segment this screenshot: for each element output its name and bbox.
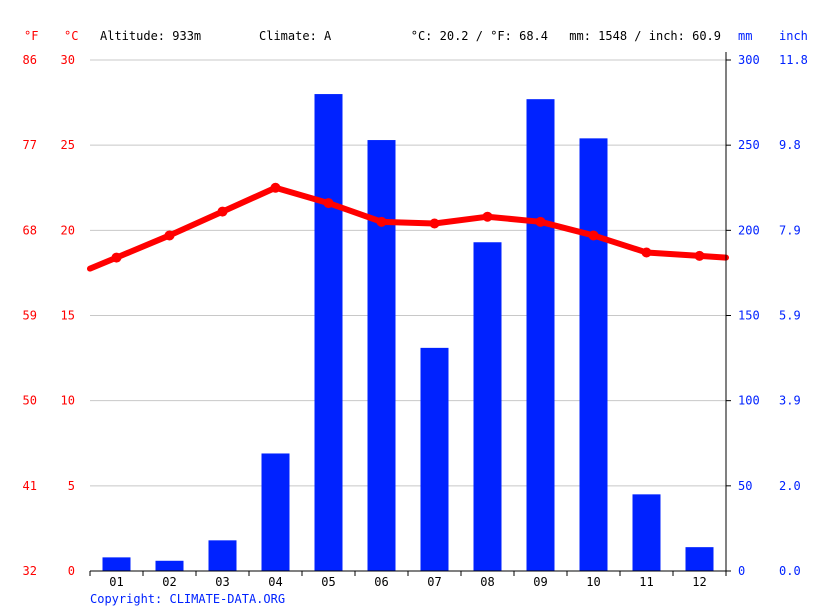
tick-label-f: 68 xyxy=(23,223,37,237)
precip-bar xyxy=(579,138,608,571)
tick-label-mm: 150 xyxy=(738,309,760,323)
precip-bar xyxy=(208,540,237,571)
month-label: 10 xyxy=(586,575,600,589)
unit-c-label: °C xyxy=(64,29,78,43)
precip-bar xyxy=(155,560,184,571)
tick-label-f: 41 xyxy=(23,479,37,493)
tick-label-mm: 100 xyxy=(738,394,760,408)
precip-bar xyxy=(261,453,290,571)
precip-bar xyxy=(526,99,555,571)
tick-label-mm: 50 xyxy=(738,479,752,493)
tick-label-c: 10 xyxy=(61,394,75,408)
precip-bar xyxy=(473,242,502,572)
tick-label-inch: 0.0 xyxy=(779,564,801,578)
temperature-point xyxy=(641,247,652,258)
tick-label-c: 30 xyxy=(61,53,75,67)
temperature-point xyxy=(217,206,228,217)
tick-label-f: 77 xyxy=(23,138,37,152)
tick-label-mm: 300 xyxy=(738,53,760,67)
tick-label-inch: 11.8 xyxy=(779,53,808,67)
month-label: 08 xyxy=(480,575,494,589)
tick-label-inch: 5.9 xyxy=(779,309,801,323)
climate-label: Climate: A xyxy=(259,29,332,43)
tick-label-inch: 7.9 xyxy=(779,223,801,237)
temperature-point xyxy=(111,252,122,263)
temperature-point xyxy=(588,230,599,241)
tick-label-inch: 3.9 xyxy=(779,394,801,408)
tick-label-c: 25 xyxy=(61,138,75,152)
month-label: 06 xyxy=(374,575,388,589)
month-label: 02 xyxy=(162,575,176,589)
unit-mm-label: mm xyxy=(738,29,752,43)
axes xyxy=(89,52,731,576)
month-label: 07 xyxy=(427,575,441,589)
tick-label-inch: 2.0 xyxy=(779,479,801,493)
precip-bar xyxy=(102,557,131,571)
tick-label-c: 20 xyxy=(61,223,75,237)
altitude-label: Altitude: 933m xyxy=(100,29,201,43)
temperature-series-line xyxy=(87,184,729,272)
precip-bar xyxy=(685,547,714,571)
tick-label-c: 0 xyxy=(68,564,75,578)
temperature-line xyxy=(87,182,729,272)
temperature-point xyxy=(323,198,334,209)
month-label: 01 xyxy=(109,575,123,589)
tick-label-c: 15 xyxy=(61,309,75,323)
tick-labels: 32 0 0 0.0 41 5 50 2.0 50 10 100 3.9 59 15 150 5.9 68 20 2… xyxy=(23,53,808,589)
precip-bar xyxy=(314,94,343,572)
precip-bar xyxy=(367,140,396,571)
unit-f-label: °F xyxy=(24,29,38,43)
temperature-point xyxy=(376,216,387,227)
temperature-point xyxy=(694,250,705,261)
temperature-point xyxy=(270,182,281,193)
tick-label-f: 59 xyxy=(23,309,37,323)
tick-label-f: 50 xyxy=(23,394,37,408)
temperature-point xyxy=(429,218,440,229)
tick-label-f: 86 xyxy=(23,53,37,67)
month-label: 12 xyxy=(692,575,706,589)
temperature-average: °C: 20.2 / °F: 68.4 xyxy=(411,29,548,43)
precipitation-bars xyxy=(102,94,714,572)
tick-label-c: 5 xyxy=(68,479,75,493)
tick-label-mm: 0 xyxy=(738,564,745,578)
month-label: 03 xyxy=(215,575,229,589)
month-label: 04 xyxy=(268,575,282,589)
precipitation-average: mm: 1548 / inch: 60.9 xyxy=(569,29,721,43)
month-label: 09 xyxy=(533,575,547,589)
precip-bar xyxy=(420,347,449,571)
temperature-point xyxy=(482,211,493,222)
temperature-point xyxy=(164,230,175,241)
copyright-link[interactable]: Copyright: CLIMATE-DATA.ORG xyxy=(90,592,285,606)
tick-label-inch: 9.8 xyxy=(779,138,801,152)
precip-bar xyxy=(632,494,661,571)
tick-label-mm: 250 xyxy=(738,138,760,152)
tick-label-f: 32 xyxy=(23,564,37,578)
tick-label-mm: 200 xyxy=(738,223,760,237)
month-label: 11 xyxy=(639,575,653,589)
gridlines xyxy=(90,59,726,487)
temperature-point xyxy=(535,216,546,227)
month-label: 05 xyxy=(321,575,335,589)
unit-inch-label: inch xyxy=(779,29,808,43)
